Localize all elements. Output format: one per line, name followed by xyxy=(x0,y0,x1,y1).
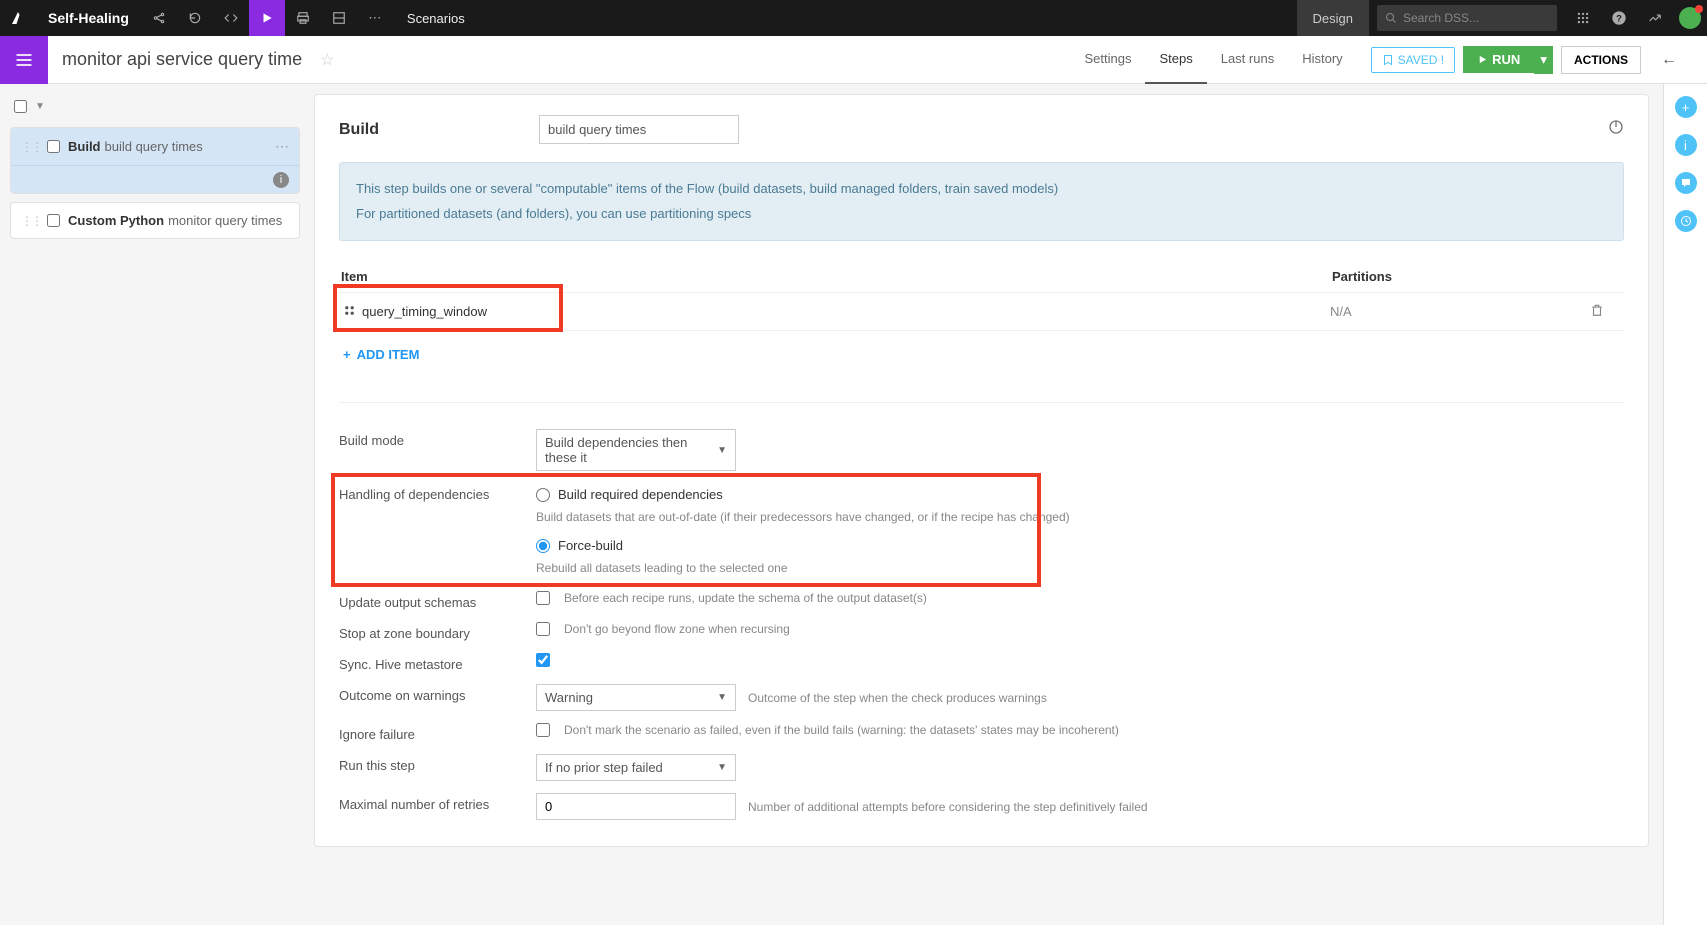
scenarios-tab[interactable]: Scenarios xyxy=(393,0,479,36)
item-partitions: N/A xyxy=(1330,304,1590,319)
ignore-failure-label: Ignore failure xyxy=(339,723,536,742)
drag-handle-icon[interactable]: ⋮⋮ xyxy=(21,140,41,154)
deps-radio-required[interactable]: Build required dependencies xyxy=(536,483,1624,506)
actions-button[interactable]: ACTIONS xyxy=(1561,46,1641,74)
col-partitions-header: Partitions xyxy=(1332,269,1592,284)
right-rail: + i xyxy=(1663,84,1707,925)
update-schemas-checkbox[interactable] xyxy=(536,591,550,605)
caret-down-icon: ▼ xyxy=(717,762,727,773)
drag-handle-icon[interactable]: ⋮⋮ xyxy=(21,214,41,228)
stop-zone-label: Stop at zone boundary xyxy=(339,622,536,641)
star-icon[interactable]: ☆ xyxy=(320,50,334,70)
tab-settings[interactable]: Settings xyxy=(1070,36,1145,84)
help-icon[interactable]: ? xyxy=(1601,0,1637,36)
rail-chat-icon[interactable] xyxy=(1675,172,1697,194)
retries-label: Maximal number of retries xyxy=(339,793,536,812)
caret-down-icon: ▼ xyxy=(717,445,727,456)
apps-icon[interactable] xyxy=(1565,0,1601,36)
steps-sidebar: ▼ ⋮⋮ Build build query times ⋯ i ⋮⋮ Cust… xyxy=(0,84,310,925)
saved-button[interactable]: SAVED ! xyxy=(1371,47,1455,73)
info-badge-icon[interactable]: i xyxy=(273,172,289,188)
run-step-select[interactable]: If no prior step failed ▼ xyxy=(536,754,736,781)
sync-hive-checkbox[interactable] xyxy=(536,653,550,667)
deps-help2: Rebuild all datasets leading to the sele… xyxy=(536,557,1624,579)
step-name-input[interactable] xyxy=(539,115,739,144)
item-row[interactable]: query_timing_window N/A xyxy=(339,292,1624,331)
select-all-caret-icon[interactable]: ▼ xyxy=(35,101,45,112)
add-item-button[interactable]: + ADD ITEM xyxy=(339,331,1624,378)
deps-help1: Build datasets that are out-of-date (if … xyxy=(536,506,1624,534)
col-item-header: Item xyxy=(341,269,1332,284)
update-schemas-help: Before each recipe runs, update the sche… xyxy=(564,591,927,605)
stop-zone-checkbox[interactable] xyxy=(536,622,550,636)
retries-help: Number of additional attempts before con… xyxy=(748,800,1148,814)
logo-icon[interactable] xyxy=(0,0,36,36)
search-input[interactable]: Search DSS... xyxy=(1377,5,1557,31)
stop-zone-help: Don't go beyond flow zone when recursing xyxy=(564,622,790,636)
print-icon[interactable] xyxy=(285,0,321,36)
page-title: monitor api service query time xyxy=(48,49,316,70)
deps-label: Handling of dependencies xyxy=(339,483,536,502)
power-icon[interactable] xyxy=(1608,119,1624,140)
run-dropdown[interactable]: ▾ xyxy=(1534,46,1553,74)
step-menu-icon[interactable]: ⋯ xyxy=(275,138,289,155)
step-name: build query times xyxy=(105,139,203,154)
rail-info-icon[interactable]: i xyxy=(1675,134,1697,156)
step-checkbox[interactable] xyxy=(47,140,60,153)
step-card-build[interactable]: ⋮⋮ Build build query times ⋯ i xyxy=(10,127,300,194)
grid-icon[interactable] xyxy=(321,0,357,36)
sidebar-select-all[interactable]: ▼ xyxy=(10,94,300,119)
outcome-help: Outcome of the step when the check produ… xyxy=(748,691,1047,705)
rail-add-icon[interactable]: + xyxy=(1675,96,1697,118)
play-icon[interactable] xyxy=(249,0,285,36)
outcome-select[interactable]: Warning ▼ xyxy=(536,684,736,711)
plus-icon: + xyxy=(343,347,351,362)
items-table-header: Item Partitions xyxy=(339,261,1624,292)
build-mode-select[interactable]: Build dependencies then these it ▼ xyxy=(536,429,736,471)
item-name: query_timing_window xyxy=(362,304,487,319)
panel-title: Build xyxy=(339,121,539,139)
step-config-panel: Build This step builds one or several "c… xyxy=(314,94,1649,847)
step-checkbox[interactable] xyxy=(47,214,60,227)
share-icon[interactable] xyxy=(141,0,177,36)
sync-hive-label: Sync. Hive metastore xyxy=(339,653,536,672)
step-name: monitor query times xyxy=(168,213,282,228)
trend-icon[interactable] xyxy=(1637,0,1673,36)
more-icon[interactable]: ⋯ xyxy=(357,0,393,36)
tab-history[interactable]: History xyxy=(1288,36,1356,84)
top-bar: Self-Healing ⋯ Scenarios Design Search D… xyxy=(0,0,1707,36)
outcome-label: Outcome on warnings xyxy=(339,684,536,703)
hamburger-icon[interactable] xyxy=(0,36,48,84)
ignore-failure-checkbox[interactable] xyxy=(536,723,550,737)
back-arrow-icon[interactable]: ← xyxy=(1649,51,1689,69)
tab-lastruns[interactable]: Last runs xyxy=(1207,36,1288,84)
svg-text:?: ? xyxy=(1616,13,1622,23)
project-name[interactable]: Self-Healing xyxy=(36,10,141,26)
design-button[interactable]: Design xyxy=(1297,0,1369,36)
run-button[interactable]: RUN xyxy=(1463,46,1534,73)
retries-input[interactable] xyxy=(536,793,736,820)
step-card-python[interactable]: ⋮⋮ Custom Python monitor query times xyxy=(10,202,300,239)
step-type: Custom Python xyxy=(68,213,164,228)
dataset-icon xyxy=(343,304,356,320)
update-schemas-label: Update output schemas xyxy=(339,591,536,610)
delete-item-icon[interactable] xyxy=(1590,303,1620,320)
ignore-failure-help: Don't mark the scenario as failed, even … xyxy=(564,723,1119,737)
refresh-icon[interactable] xyxy=(177,0,213,36)
tab-steps[interactable]: Steps xyxy=(1145,36,1206,84)
step-type: Build xyxy=(68,139,101,154)
build-mode-label: Build mode xyxy=(339,429,536,448)
run-step-label: Run this step xyxy=(339,754,536,773)
code-icon[interactable] xyxy=(213,0,249,36)
user-avatar[interactable] xyxy=(1679,7,1701,29)
rail-clock-icon[interactable] xyxy=(1675,210,1697,232)
select-all-checkbox[interactable] xyxy=(14,100,27,113)
info-box: This step builds one or several "computa… xyxy=(339,162,1624,241)
caret-down-icon: ▼ xyxy=(717,692,727,703)
search-placeholder: Search DSS... xyxy=(1403,11,1479,25)
deps-radio-force[interactable]: Force-build xyxy=(536,534,1624,557)
sub-header: monitor api service query time ☆ Setting… xyxy=(0,36,1707,84)
